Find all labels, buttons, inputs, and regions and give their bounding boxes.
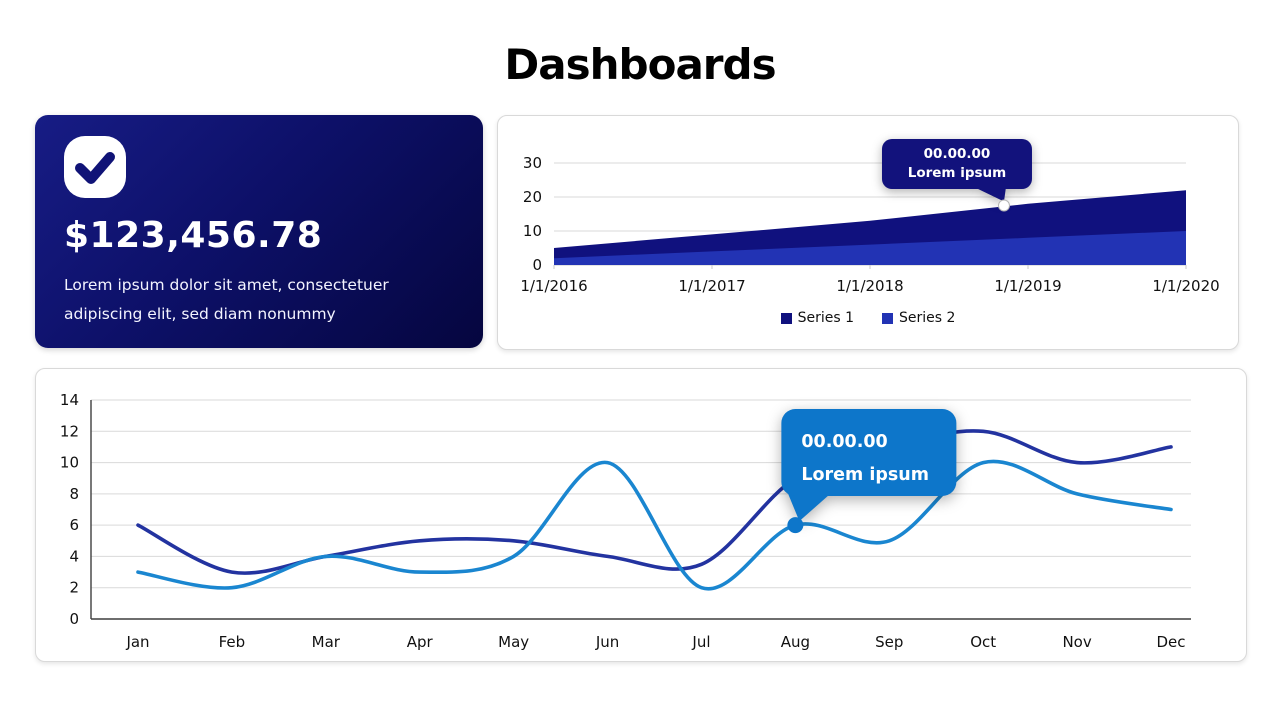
series-2-swatch [882, 312, 893, 324]
x-tick-label: Feb [219, 633, 246, 651]
x-tick-label: Apr [407, 633, 434, 651]
series-2-line[interactable] [136, 459, 1173, 591]
y-tick-label: 2 [69, 579, 79, 597]
y-tick-label: 14 [60, 391, 79, 409]
tooltip-value: 00.00.00 [801, 432, 887, 452]
kpi-card: $123,456.78 Lorem ipsum dolor sit amet, … [35, 115, 483, 348]
y-tick-label: 20 [523, 188, 542, 206]
y-tick-label: 12 [60, 422, 79, 440]
y-tick-label: 4 [69, 547, 79, 565]
x-tick-label: Oct [970, 633, 996, 651]
y-tick-label: 10 [60, 454, 79, 472]
series-1-swatch [780, 312, 792, 324]
y-tick-label: 30 [523, 154, 542, 172]
x-tick-label: Jun [595, 633, 619, 651]
x-tick-label: 1/1/2018 [836, 277, 903, 295]
kpi-description: Lorem ipsum dolor sit amet, consectetuer… [64, 276, 389, 323]
x-tick-label: Sep [875, 633, 903, 651]
area-chart-card: 30 20 10 0 1/1/2016 1/1/2017 1/1/2018 1/1/2019 1… [497, 115, 1239, 350]
x-tick-label: May [498, 633, 529, 651]
x-tick-label: 1/1/2017 [678, 277, 745, 295]
tooltip-value: 00.00.00 [924, 146, 991, 162]
chart-legend: Series 1 Series 2 [498, 310, 1238, 326]
y-tick-label: 8 [69, 485, 79, 503]
x-tick-label: Jul [691, 633, 710, 651]
x-tick-label: 1/1/2016 [520, 277, 587, 295]
highlighted-point-marker[interactable] [787, 517, 804, 534]
check-icon-badge [64, 136, 126, 198]
y-tick-label: 10 [523, 222, 542, 240]
legend-series-1-label: Series 1 [797, 310, 854, 326]
line-chart-tooltip: 00.00.00 Lorem ipsum [781, 409, 957, 522]
line-chart[interactable]: 0 2 4 6 8 10 12 14 Jan Feb Mar Apr May Jun Jul Aug Sep Oc… [36, 369, 1246, 661]
legend-series-1: Series 1 [780, 310, 854, 326]
line-chart-card: 0 2 4 6 8 10 12 14 Jan Feb Mar Apr May Jun Jul Aug Sep Oc… [35, 368, 1247, 662]
x-tick-label: Nov [1062, 633, 1091, 651]
x-tick-label: Dec [1156, 633, 1185, 651]
area-chart[interactable]: 30 20 10 0 1/1/2016 1/1/2017 1/1/2018 1/1/2019 1… [498, 116, 1238, 306]
tooltip-label: Lorem ipsum [908, 165, 1006, 181]
series-1-line[interactable] [136, 429, 1173, 575]
y-tick-label: 0 [532, 256, 542, 274]
y-tick-label: 6 [69, 516, 79, 534]
area-chart-tooltip: 00.00.00 Lorem ipsum [881, 139, 1032, 202]
page-title: Dashboards [504, 40, 776, 89]
x-tick-label: Jan [125, 633, 149, 651]
check-icon [75, 152, 115, 184]
highlighted-point-marker[interactable] [997, 199, 1010, 212]
legend-series-2: Series 2 [882, 310, 955, 326]
kpi-amount: $123,456.78 [64, 215, 323, 256]
x-tick-label: Aug [781, 633, 810, 651]
y-tick-label: 0 [69, 610, 79, 628]
x-tick-label: 1/1/2019 [994, 277, 1061, 295]
series-2-area[interactable] [554, 231, 1186, 265]
x-tick-label: Mar [312, 633, 341, 651]
tooltip-label: Lorem ipsum [801, 465, 929, 485]
x-tick-label: 1/1/2020 [1152, 277, 1219, 295]
legend-series-2-label: Series 2 [899, 310, 956, 326]
